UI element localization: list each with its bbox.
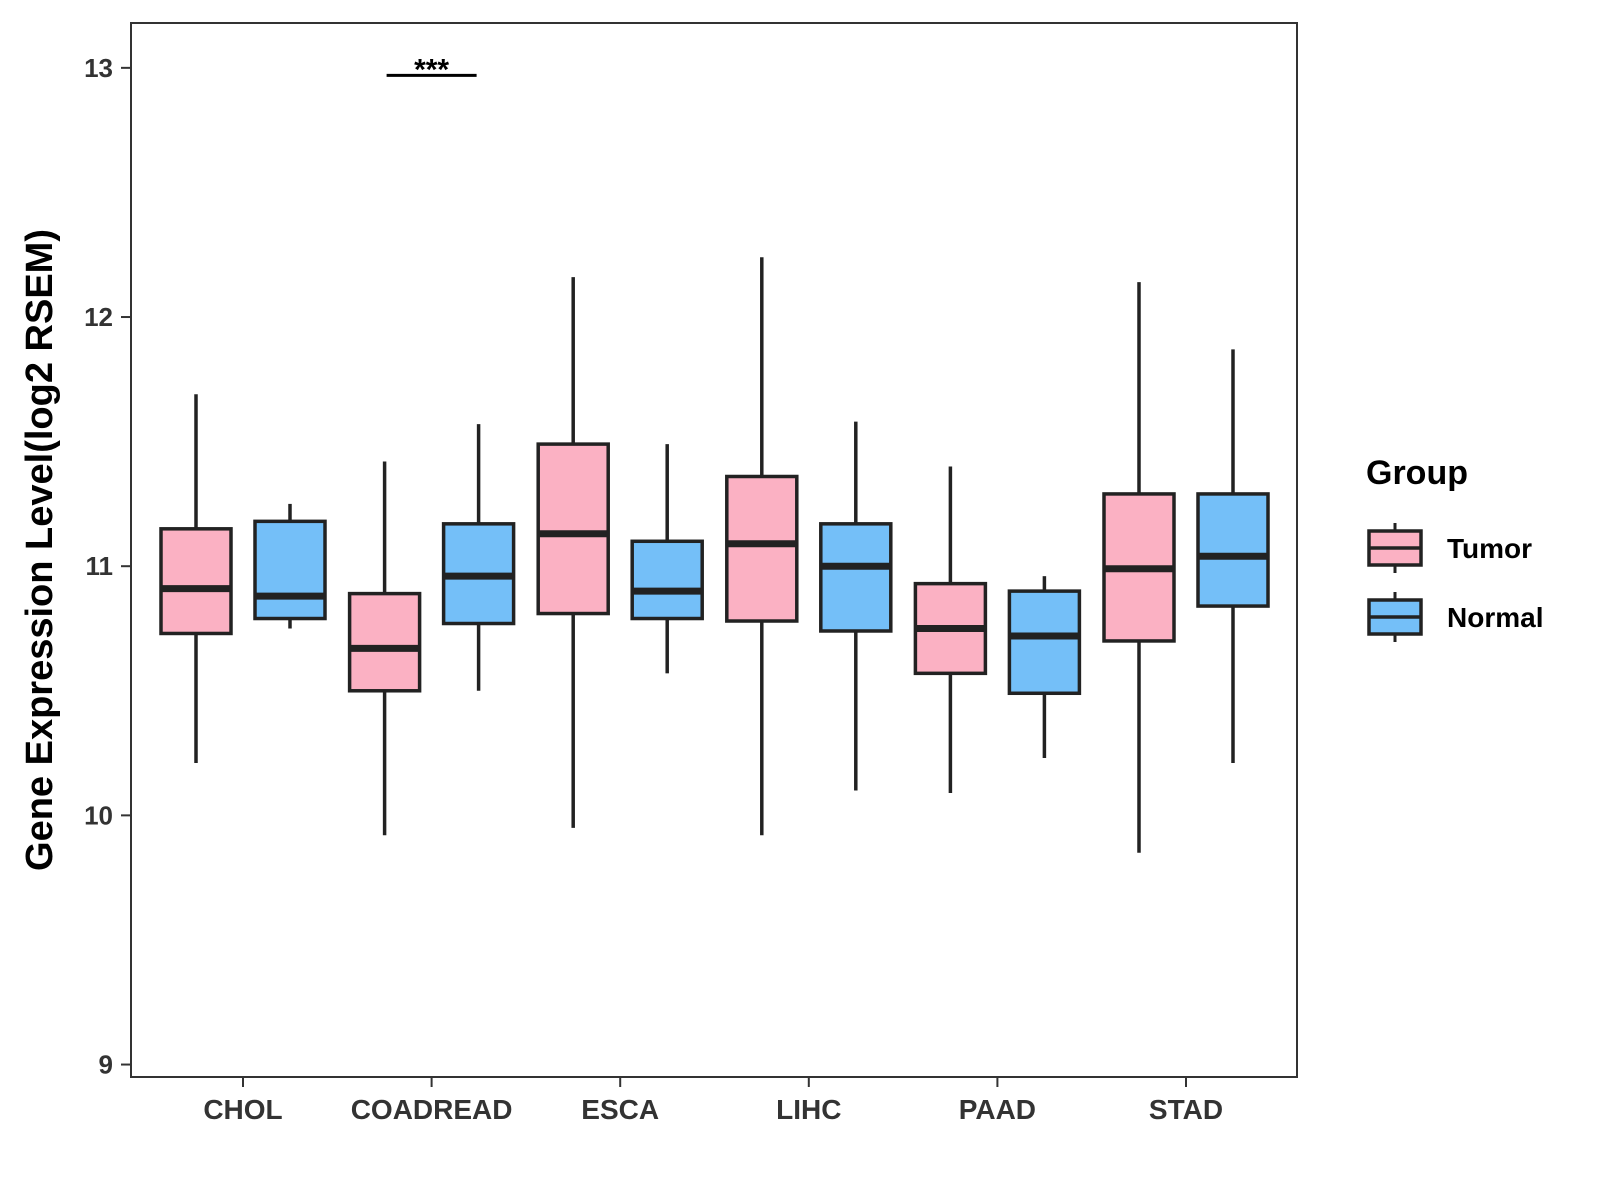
x-tick-label-lihc: LIHC <box>776 1094 841 1125</box>
box-iqr <box>1196 492 1270 608</box>
significance-annotations: *** <box>386 53 477 86</box>
legend-label: Normal <box>1447 602 1543 633</box>
y-tick-label: 11 <box>86 551 114 581</box>
box-tumor-esca <box>536 277 610 828</box>
box-normal-lihc <box>819 421 893 791</box>
y-axis-title: Gene Expression Level(log2 RSEM) <box>19 229 61 871</box>
y-axis: 9 10 11 12 13 <box>84 53 131 1080</box>
box-tumor-coadread <box>347 461 422 836</box>
box-iqr <box>1007 589 1082 696</box>
box-iqr <box>630 539 704 621</box>
legend-item-tumor: Tumor <box>1367 523 1532 573</box>
box-iqr <box>819 522 893 633</box>
legend-item-normal: Normal <box>1367 592 1543 642</box>
y-tick-label: 9 <box>99 1050 113 1080</box>
box-normal-chol <box>253 503 327 629</box>
box-iqr <box>159 527 233 636</box>
y-tick-label: 13 <box>84 53 113 83</box>
box-normal-esca <box>630 444 704 674</box>
x-tick-label-paad: PAAD <box>959 1094 1036 1125</box>
box-iqr <box>347 591 422 693</box>
box-tumor-stad <box>1102 282 1176 853</box>
legend-title: Group <box>1366 454 1468 492</box>
y-tick-label: 10 <box>84 800 113 830</box>
plot-panel <box>130 22 1298 1078</box>
box-normal-coadread <box>441 424 516 691</box>
y-tick-label: 12 <box>84 302 113 332</box>
x-tick-label-esca: ESCA <box>581 1094 659 1125</box>
legend: Group Tumor Normal <box>1366 454 1543 642</box>
significance-label: *** <box>414 53 449 86</box>
box-iqr <box>725 474 799 623</box>
box-normal-stad <box>1196 349 1270 764</box>
x-tick-label-coadread: COADREAD <box>351 1094 513 1125</box>
box-iqr <box>253 519 327 621</box>
box-series <box>159 257 1270 853</box>
box-tumor-paad <box>913 466 988 793</box>
x-tick-label-chol: CHOL <box>203 1094 282 1125</box>
box-tumor-lihc <box>725 257 799 836</box>
box-iqr <box>536 442 610 616</box>
x-axis: CHOL COADREAD ESCA LIHC PAAD STAD <box>203 1077 1223 1125</box>
box-tumor-chol <box>159 394 233 764</box>
legend-label: Tumor <box>1447 533 1532 564</box>
box-normal-paad <box>1007 576 1082 759</box>
x-tick-label-stad: STAD <box>1149 1094 1223 1125</box>
